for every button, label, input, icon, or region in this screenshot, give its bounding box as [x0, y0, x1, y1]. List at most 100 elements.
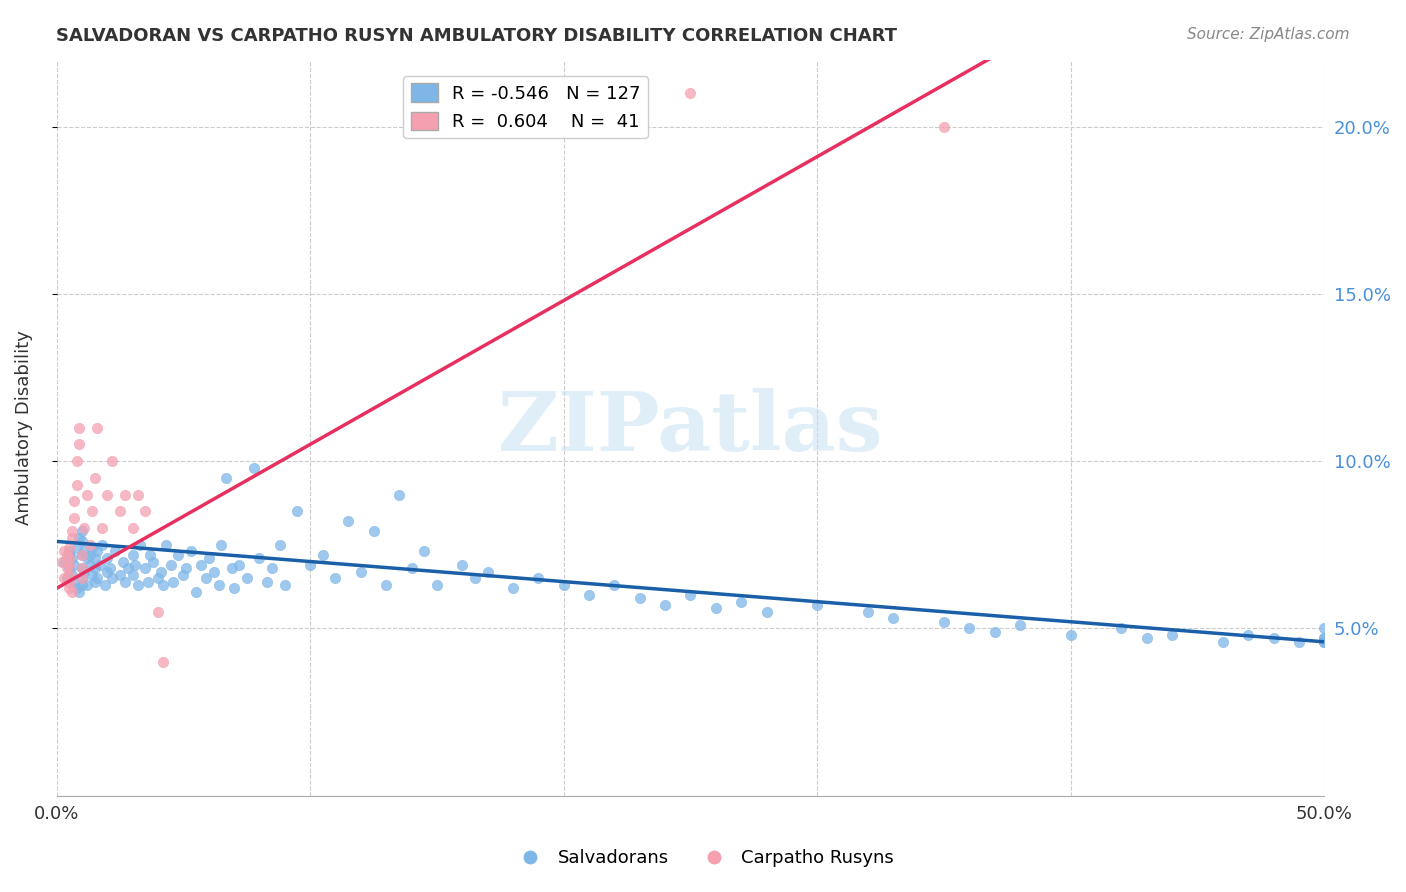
- Point: [96, 487, 118, 501]
- Point: [79, 548, 101, 562]
- Point: [108, 504, 131, 518]
- Point: [127, 578, 149, 592]
- Point: [66, 582, 89, 596]
- Point: [269, 538, 291, 552]
- Legend: Salvadorans, Carpatho Rusyns: Salvadorans, Carpatho Rusyns: [505, 842, 901, 874]
- Point: [172, 568, 194, 582]
- Point: [1237, 628, 1260, 642]
- Point: [114, 487, 136, 501]
- Point: [94, 578, 117, 592]
- Point: [477, 565, 499, 579]
- Point: [208, 578, 231, 592]
- Point: [58, 568, 80, 582]
- Point: [82, 504, 104, 518]
- Point: [1008, 618, 1031, 632]
- Point: [136, 574, 159, 589]
- Point: [1263, 632, 1285, 646]
- Point: [121, 568, 143, 582]
- Point: [114, 574, 136, 589]
- Text: ZIPatlas: ZIPatlas: [498, 388, 883, 467]
- Point: [58, 551, 80, 566]
- Point: [96, 551, 118, 566]
- Point: [375, 578, 398, 592]
- Point: [159, 558, 181, 572]
- Point: [388, 487, 411, 501]
- Point: [73, 521, 96, 535]
- Point: [79, 538, 101, 552]
- Point: [628, 591, 651, 606]
- Point: [426, 578, 449, 592]
- Point: [1111, 622, 1133, 636]
- Point: [337, 514, 360, 528]
- Point: [70, 578, 93, 592]
- Point: [58, 544, 80, 558]
- Point: [325, 571, 347, 585]
- Point: [209, 538, 232, 552]
- Point: [83, 574, 105, 589]
- Point: [76, 487, 98, 501]
- Point: [654, 598, 676, 612]
- Point: [755, 605, 778, 619]
- Point: [70, 571, 93, 585]
- Point: [86, 420, 108, 434]
- Point: [121, 521, 143, 535]
- Point: [53, 571, 76, 585]
- Point: [603, 578, 626, 592]
- Point: [578, 588, 600, 602]
- Point: [53, 544, 76, 558]
- Point: [60, 551, 83, 566]
- Point: [91, 521, 114, 535]
- Point: [91, 538, 114, 552]
- Point: [1288, 635, 1310, 649]
- Legend: R = -0.546   N = 127, R =  0.604    N =  41: R = -0.546 N = 127, R = 0.604 N = 41: [404, 76, 648, 138]
- Point: [221, 561, 243, 575]
- Point: [451, 558, 474, 572]
- Point: [195, 571, 218, 585]
- Point: [1313, 632, 1336, 646]
- Point: [299, 558, 322, 572]
- Point: [413, 544, 436, 558]
- Point: [79, 558, 101, 572]
- Point: [55, 561, 77, 575]
- Point: [60, 531, 83, 545]
- Point: [274, 578, 297, 592]
- Point: [89, 558, 111, 572]
- Point: [117, 561, 139, 575]
- Point: [856, 605, 879, 619]
- Point: [129, 538, 152, 552]
- Point: [162, 574, 184, 589]
- Point: [679, 86, 702, 100]
- Point: [704, 601, 727, 615]
- Point: [957, 622, 980, 636]
- Point: [63, 558, 86, 572]
- Point: [152, 578, 174, 592]
- Point: [1060, 628, 1083, 642]
- Point: [249, 551, 271, 566]
- Point: [1161, 628, 1184, 642]
- Point: [679, 588, 702, 602]
- Point: [104, 544, 127, 558]
- Point: [134, 504, 156, 518]
- Point: [66, 477, 89, 491]
- Point: [82, 568, 104, 582]
- Point: [243, 460, 266, 475]
- Point: [63, 494, 86, 508]
- Point: [146, 571, 169, 585]
- Point: [86, 571, 108, 585]
- Point: [932, 120, 955, 134]
- Point: [1313, 622, 1336, 636]
- Point: [67, 531, 90, 545]
- Point: [70, 548, 93, 562]
- Point: [197, 551, 219, 566]
- Point: [1136, 632, 1159, 646]
- Point: [60, 568, 83, 582]
- Point: [101, 454, 124, 468]
- Point: [236, 571, 259, 585]
- Point: [730, 595, 752, 609]
- Point: [101, 571, 124, 585]
- Point: [553, 578, 575, 592]
- Point: [202, 565, 225, 579]
- Point: [58, 574, 80, 589]
- Y-axis label: Ambulatory Disability: Ambulatory Disability: [15, 330, 32, 525]
- Point: [262, 561, 284, 575]
